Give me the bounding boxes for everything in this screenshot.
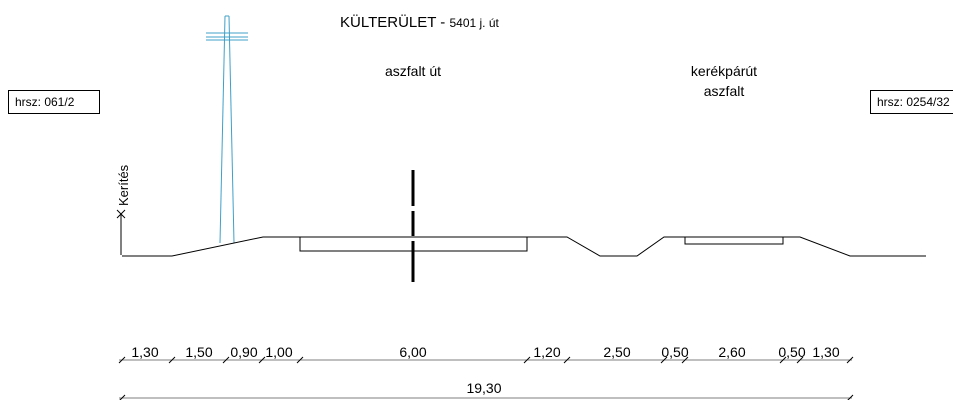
- fence-label: Kerítés: [116, 164, 131, 206]
- segment-tick: [779, 356, 787, 364]
- segment-tick: [118, 356, 126, 364]
- dimension-label: 0,90: [230, 344, 257, 360]
- fence-marker: [116, 209, 126, 255]
- terrain-profile: [122, 236, 926, 257]
- total-dimension-label: 19,30: [466, 380, 501, 396]
- segment-tick: [796, 356, 804, 364]
- dimension-label: 0,50: [661, 344, 688, 360]
- total-tick: [119, 394, 126, 400]
- segment-tick: [296, 356, 304, 364]
- dimension-label: 1,30: [131, 344, 158, 360]
- segment-tick: [222, 356, 230, 364]
- bike-path-pavement: [684, 236, 784, 245]
- drawing-title: KÜLTERÜLET - 5401 j. út: [340, 13, 500, 31]
- segment-tick: [168, 356, 176, 364]
- bike-path-surface-label: aszfalt: [704, 83, 745, 99]
- dimension-label: 2,60: [718, 344, 745, 360]
- parcel-left-label: hrsz: 061/2: [15, 95, 75, 109]
- parcel-right-box: hrsz: 0254/32: [870, 90, 953, 114]
- dimension-ticks: [118, 356, 854, 400]
- dimension-label: 1,20: [533, 344, 560, 360]
- bike-path-label: kerékpárút: [691, 63, 757, 79]
- utility-pole: [206, 15, 248, 244]
- parcel-right-label: hrsz: 0254/32: [877, 95, 950, 109]
- dimension-label: 6,00: [399, 344, 426, 360]
- dimension-label: 0,50: [778, 344, 805, 360]
- segment-tick: [523, 356, 531, 364]
- parcel-left-box: hrsz: 061/2: [8, 90, 100, 114]
- dimension-label: 1,30: [812, 344, 839, 360]
- segment-tick: [563, 356, 571, 364]
- dimension-label: 1,50: [185, 344, 212, 360]
- segment-tick: [681, 356, 689, 364]
- segment-tick: [258, 356, 266, 364]
- total-tick: [847, 394, 854, 400]
- dimension-label: 1,00: [265, 344, 292, 360]
- road-label: aszfalt út: [385, 63, 441, 79]
- segment-tick: [846, 356, 854, 364]
- segment-tick: [660, 356, 668, 364]
- dimension-label: 2,50: [603, 344, 630, 360]
